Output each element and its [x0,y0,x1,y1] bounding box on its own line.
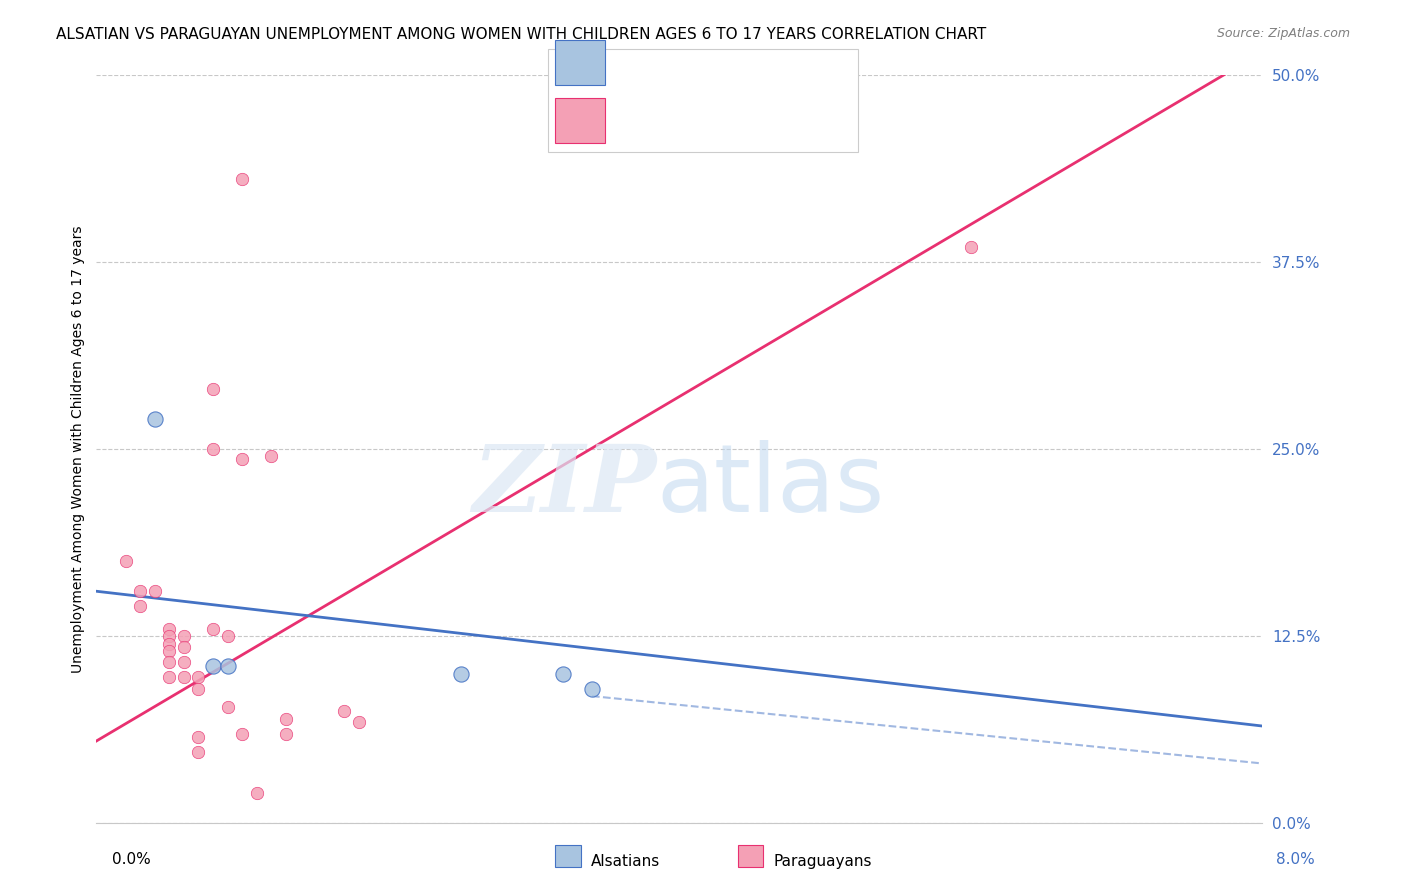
Point [173,655,195,669]
Point [450,666,472,681]
Point [173,670,195,684]
Point [129,599,152,614]
Point [274,726,297,740]
Point [173,640,195,654]
Text: 8.0%: 8.0% [1275,852,1315,867]
Text: ZIP: ZIP [472,442,657,532]
Point [347,714,370,729]
Point [960,240,983,254]
Point [201,622,224,636]
Point [231,726,253,740]
Point [201,382,224,396]
Point [187,681,209,696]
Point [173,629,195,643]
Point [231,172,253,186]
Point [333,704,356,718]
Point [157,644,180,658]
Point [187,730,209,744]
Point [129,584,152,599]
Point [246,787,269,801]
Text: Source: ZipAtlas.com: Source: ZipAtlas.com [1216,27,1350,40]
Point [551,666,574,681]
Point [274,712,297,726]
Point [187,670,209,684]
Point [157,637,180,651]
Text: Paraguayans: Paraguayans [773,854,872,869]
Y-axis label: Unemployment Among Women with Children Ages 6 to 17 years: Unemployment Among Women with Children A… [72,225,86,673]
Point [217,659,239,673]
Point [114,554,136,568]
Text: atlas: atlas [657,441,884,533]
Point [157,655,180,669]
Text: R = -0.194   N =  6: R = -0.194 N = 6 [614,62,787,78]
Text: 0.0%: 0.0% [112,852,152,867]
Point [187,744,209,758]
Point [217,629,239,643]
Point [201,442,224,456]
Point [143,412,166,426]
Text: Alsatians: Alsatians [591,854,659,869]
Point [157,670,180,684]
Point [143,584,166,599]
Point [217,699,239,714]
Point [260,450,283,464]
Point [157,622,180,636]
Point [201,659,224,673]
Point [231,452,253,467]
Text: ALSATIAN VS PARAGUAYAN UNEMPLOYMENT AMONG WOMEN WITH CHILDREN AGES 6 TO 17 YEARS: ALSATIAN VS PARAGUAYAN UNEMPLOYMENT AMON… [56,27,987,42]
Point [157,629,180,643]
Point [581,681,603,696]
Text: R =  0.592   N = 33: R = 0.592 N = 33 [614,119,787,134]
